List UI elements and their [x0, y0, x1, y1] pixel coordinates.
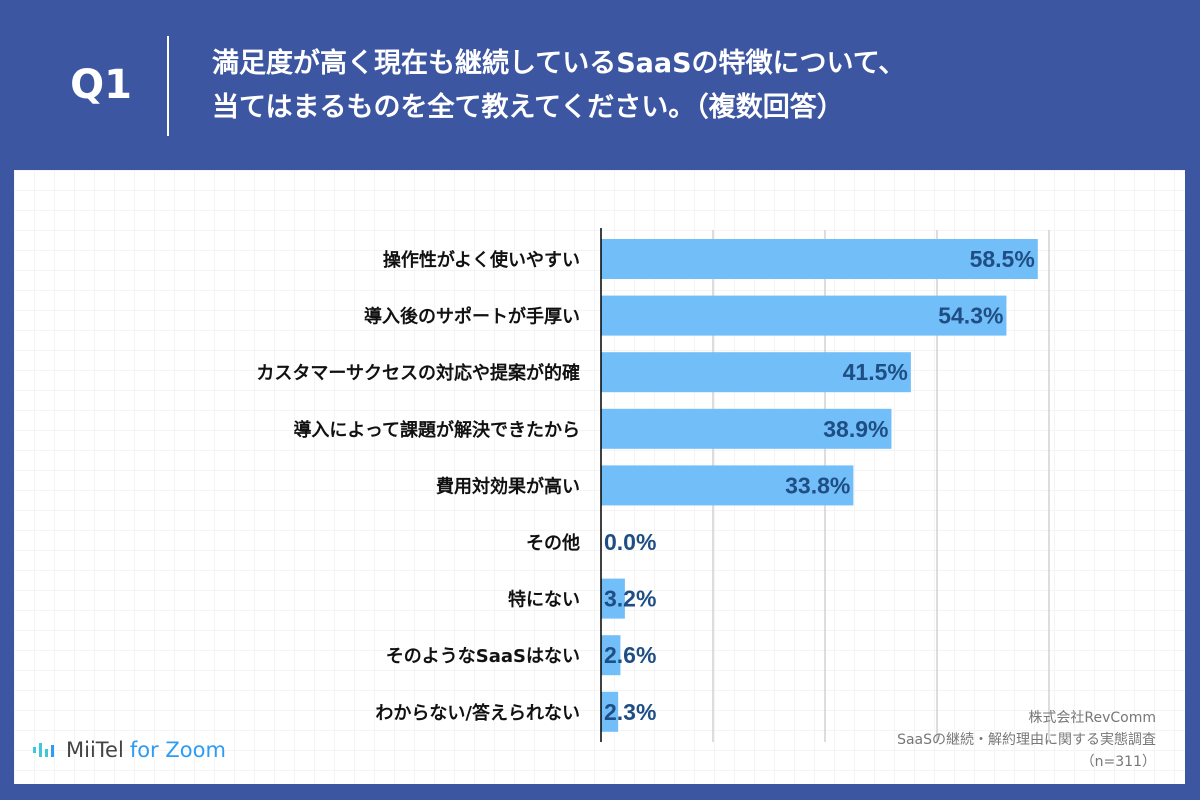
category-label: カスタマーサクセスの対応や提案が的確: [256, 362, 580, 384]
header-divider: [167, 36, 169, 136]
source-n: （n=311）: [1080, 754, 1156, 770]
category-label: 操作性がよく使いやすい: [383, 249, 580, 271]
bar: [601, 352, 911, 393]
bar: [601, 408, 892, 449]
chart-panel: [14, 170, 1185, 784]
source-company: 株式会社RevComm: [1028, 710, 1156, 726]
title-line-1: 満足度が高く現在も継続しているSaaSの特徴について、: [212, 48, 906, 79]
category-label: わからない/答えられない: [375, 702, 580, 724]
category-label: 特にない: [508, 589, 580, 611]
miitel-logo: MiiTel for Zoom: [32, 738, 226, 762]
bar: [601, 578, 625, 619]
category-label: その他: [526, 532, 580, 554]
logo-brand: MiiTel: [66, 738, 124, 762]
value-label: 54.3%: [938, 303, 1003, 329]
value-label: 33.8%: [785, 472, 850, 498]
value-label: 41.5%: [843, 359, 908, 385]
value-label: 2.3%: [604, 699, 656, 725]
bar: [601, 465, 854, 506]
page-title: 満足度が高く現在も継続しているSaaSの特徴について、 当てはまるものを全て教え…: [212, 42, 905, 130]
bar: [601, 295, 1007, 336]
category-label: 費用対効果が高い: [436, 475, 580, 497]
category-label: 導入後のサポートが手厚い: [364, 306, 580, 328]
source-note: 株式会社RevComm SaaSの継続・解約理由に関する実態調査 （n=311）: [897, 707, 1156, 773]
soundwave-icon: [33, 743, 54, 757]
category-label: 導入によって課題が解決できたから: [293, 419, 580, 441]
value-label: 3.2%: [604, 586, 656, 612]
value-label: 58.5%: [970, 246, 1035, 272]
question-number: Q1: [70, 62, 132, 108]
bar: [601, 635, 621, 676]
value-label: 0.0%: [604, 529, 656, 555]
source-survey: SaaSの継続・解約理由に関する実態調査: [897, 732, 1156, 748]
title-line-2: 当てはまるものを全て教えてください。（複数回答）: [212, 92, 844, 123]
logo-suffix: for Zoom: [129, 738, 226, 762]
bar: [601, 239, 1038, 279]
category-label: そのようなSaaSはない: [386, 646, 580, 667]
value-label: 2.6%: [604, 642, 656, 668]
bar: [601, 691, 619, 732]
value-label: 38.9%: [823, 416, 888, 442]
